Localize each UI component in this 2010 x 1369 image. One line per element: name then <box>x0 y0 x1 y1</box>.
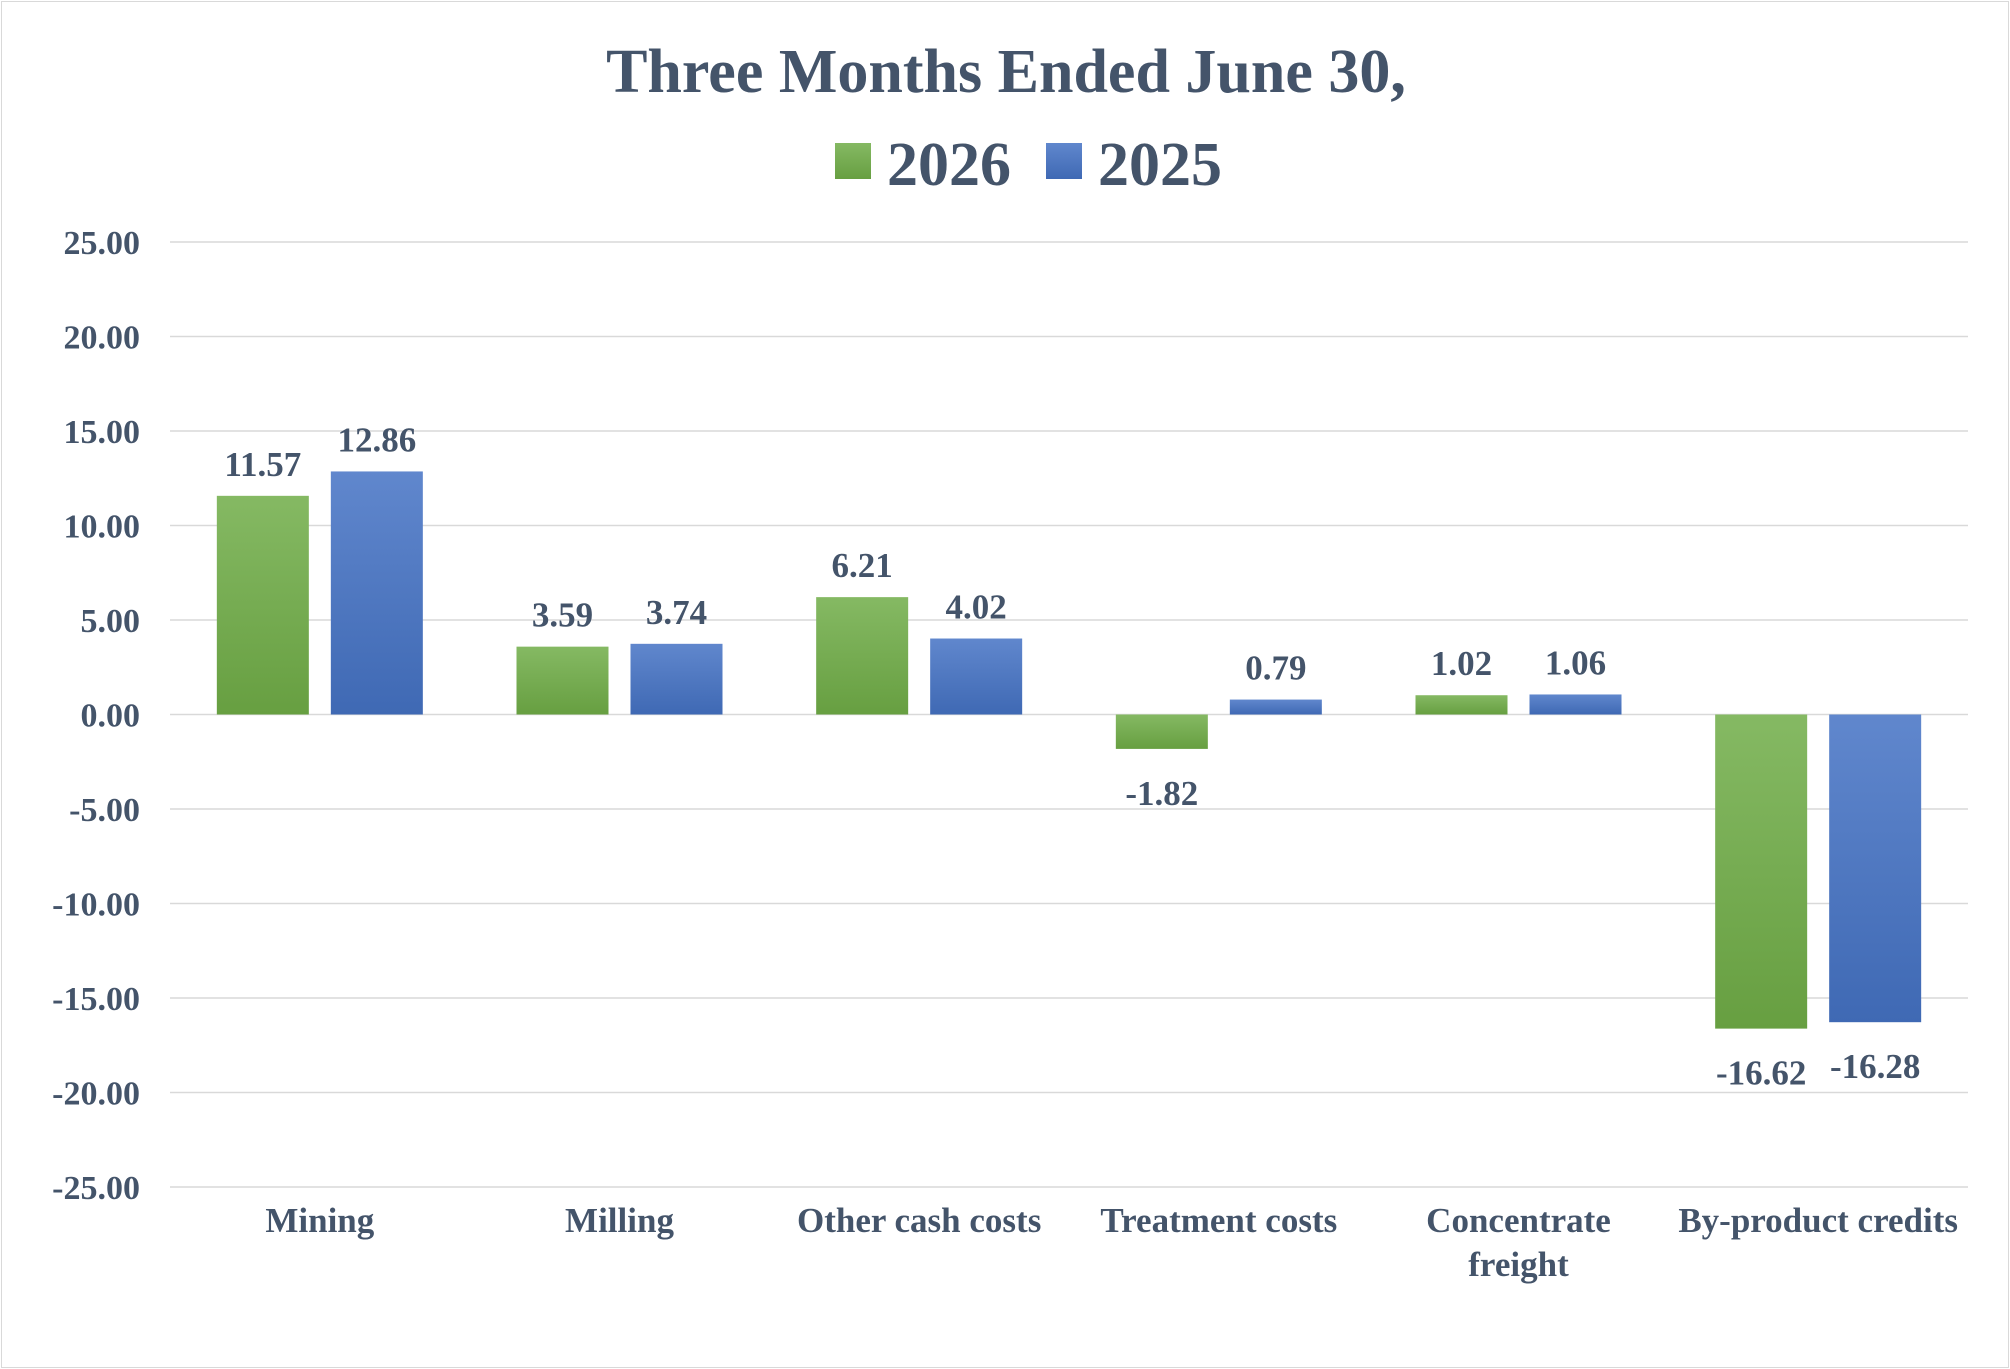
bar-2025-mining <box>330 471 423 715</box>
bar-2026-other-cash-costs <box>816 597 909 715</box>
y-tick-label: 25.00 <box>64 225 141 262</box>
data-label: 3.74 <box>646 593 707 632</box>
bar-2025-treatment-costs <box>1229 699 1322 715</box>
legend-label-2026: 2026 <box>887 131 1011 199</box>
data-label: -16.62 <box>1716 1054 1806 1093</box>
y-tick-label: -20.00 <box>52 1076 140 1113</box>
y-tick-label: 5.00 <box>81 603 141 640</box>
bar-2025-other-cash-costs <box>930 638 1023 715</box>
bar-2025-milling <box>630 643 723 715</box>
bar-2026-mining <box>216 495 309 715</box>
y-tick-label: -15.00 <box>52 981 140 1018</box>
x-tick-label: freight <box>1468 1245 1569 1284</box>
data-label: -16.28 <box>1830 1047 1920 1086</box>
bar-2026-by-product-credits <box>1715 714 1808 1029</box>
data-label: 11.57 <box>224 445 301 484</box>
legend-swatch-2025 <box>1046 143 1082 179</box>
bar-2026-milling <box>516 646 609 715</box>
y-tick-label: -25.00 <box>52 1170 140 1207</box>
x-tick-label: By-product credits <box>1678 1201 1958 1240</box>
y-tick-label: 15.00 <box>64 414 141 451</box>
legend: 2026 2025 <box>835 131 1222 199</box>
gridlines <box>170 241 1968 1188</box>
legend-label-2025: 2025 <box>1098 131 1222 199</box>
x-tick-label: Treatment costs <box>1100 1201 1337 1240</box>
x-tick-label: Other cash costs <box>797 1201 1041 1240</box>
data-label: 4.02 <box>946 588 1007 627</box>
y-tick-label: -10.00 <box>52 887 140 924</box>
x-axis: Mining Milling Other cash costs Treatment c… <box>265 1201 1958 1284</box>
data-label: 12.86 <box>337 420 416 459</box>
bar-2026-treatment-costs <box>1115 714 1208 749</box>
x-tick-label: Milling <box>565 1201 674 1240</box>
data-label: 3.59 <box>532 596 593 635</box>
y-tick-label: 20.00 <box>64 320 141 357</box>
legend-swatch-2026 <box>835 143 871 179</box>
y-tick-label: 10.00 <box>64 509 141 546</box>
data-label: 1.02 <box>1431 644 1492 683</box>
y-tick-label: -5.00 <box>69 792 140 829</box>
y-tick-label: 0.00 <box>81 698 141 735</box>
data-label: 0.79 <box>1245 649 1306 688</box>
data-label: 6.21 <box>832 546 893 585</box>
bar-2025-concentrate-freight <box>1529 694 1622 715</box>
y-axis: 25.00 20.00 15.00 10.00 5.00 0.00 -5.00 -10.00 -… <box>52 225 140 1207</box>
bars <box>216 471 1922 1029</box>
data-label: 1.06 <box>1545 643 1606 682</box>
x-tick-label: Mining <box>265 1201 374 1240</box>
data-label: -1.82 <box>1125 774 1198 813</box>
bar-2026-concentrate-freight <box>1415 695 1508 715</box>
bar-2025-by-product-credits <box>1829 714 1922 1023</box>
x-tick-label: Concentrate <box>1426 1201 1611 1240</box>
data-labels: 11.57 12.86 3.59 3.74 6.21 4.02 -1.82 0.79 1.02 1… <box>224 420 1920 1092</box>
chart-title: Three Months Ended June 30, <box>606 38 1406 106</box>
